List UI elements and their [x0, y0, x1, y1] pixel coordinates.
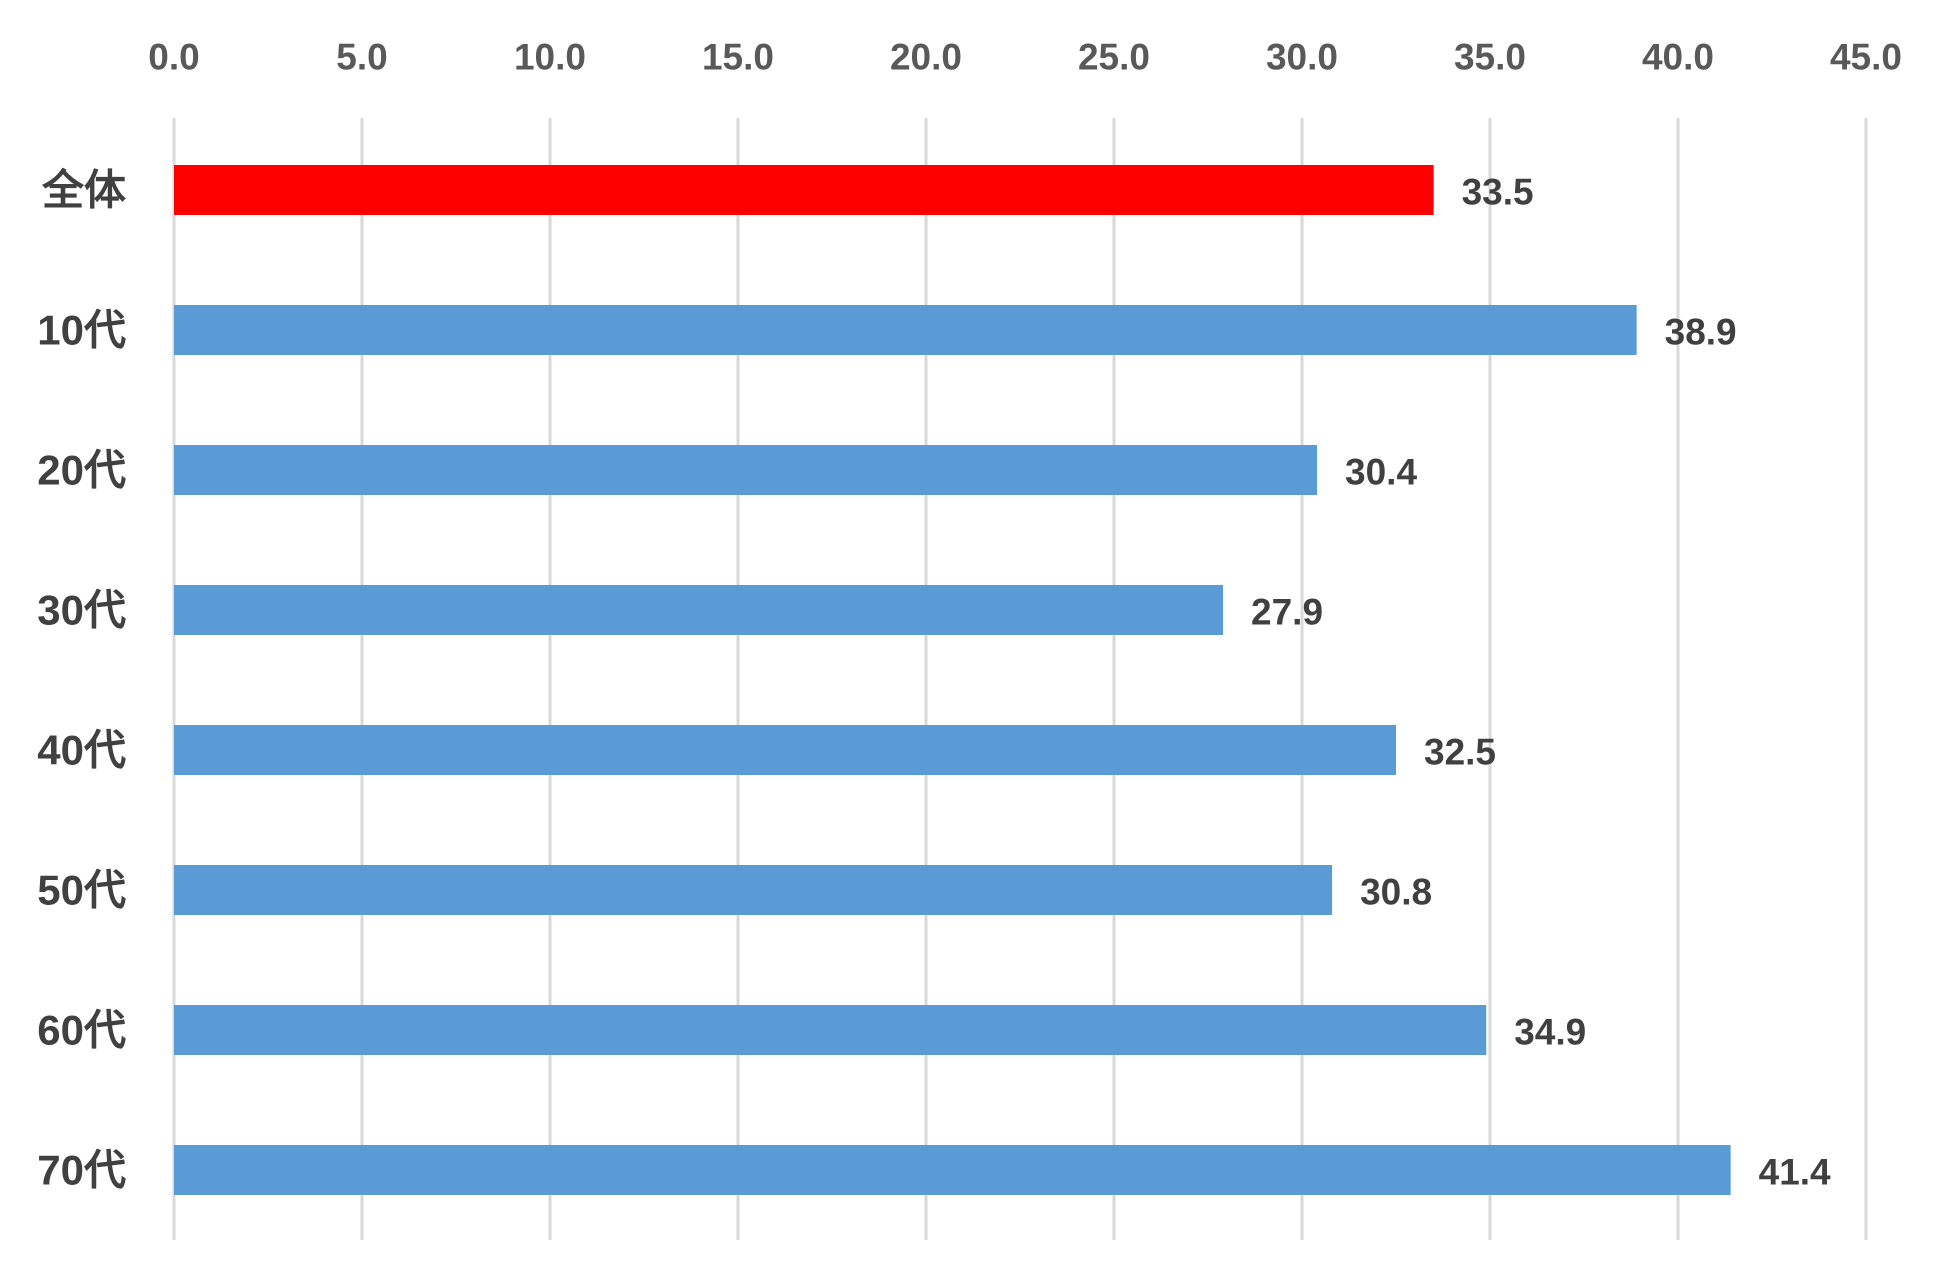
data-label: 27.9 [1251, 592, 1323, 633]
x-tick-label: 45.0 [1830, 37, 1902, 78]
data-label: 30.4 [1345, 452, 1417, 493]
x-tick-label: 40.0 [1642, 37, 1714, 78]
data-label: 34.9 [1514, 1012, 1586, 1053]
x-axis-ticks: 0.0 5.0 10.0 15.0 20.0 25.0 30.0 35.0 40.0 45.0 [148, 37, 1902, 78]
category-label: 50代 [37, 867, 126, 914]
x-tick-label: 5.0 [336, 37, 387, 78]
gridlines [172, 118, 1868, 1240]
x-tick-label: 35.0 [1454, 37, 1526, 78]
x-tick-label: 30.0 [1266, 37, 1338, 78]
x-tick-label: 25.0 [1078, 37, 1150, 78]
bars [174, 165, 1731, 1195]
x-tick-label: 0.0 [148, 37, 199, 78]
data-label: 38.9 [1665, 312, 1737, 353]
category-label: 40代 [37, 727, 126, 774]
bar [174, 865, 1333, 915]
data-label: 41.4 [1759, 1152, 1831, 1193]
bar [174, 165, 1434, 215]
bar [174, 1145, 1731, 1195]
x-tick-label: 20.0 [890, 37, 962, 78]
bar [174, 1005, 1487, 1055]
category-label: 60代 [37, 1007, 126, 1054]
category-label: 全体 [41, 167, 126, 214]
data-label: 32.5 [1424, 732, 1496, 773]
bar [174, 305, 1637, 355]
category-label: 10代 [37, 307, 126, 354]
y-axis-categories: 全体 10代 20代 30代 40代 50代 60代 70代 [37, 167, 126, 1194]
bar [174, 445, 1318, 495]
category-label: 20代 [37, 447, 126, 494]
category-label: 30代 [37, 587, 126, 634]
data-label: 33.5 [1462, 172, 1534, 213]
bar [174, 585, 1224, 635]
x-tick-label: 15.0 [702, 37, 774, 78]
data-labels: 33.5 38.9 30.4 27.9 32.5 30.8 34.9 41.4 [1251, 172, 1831, 1193]
category-label: 70代 [37, 1147, 126, 1194]
data-label: 30.8 [1360, 872, 1432, 913]
x-tick-label: 10.0 [514, 37, 586, 78]
bar [174, 725, 1396, 775]
